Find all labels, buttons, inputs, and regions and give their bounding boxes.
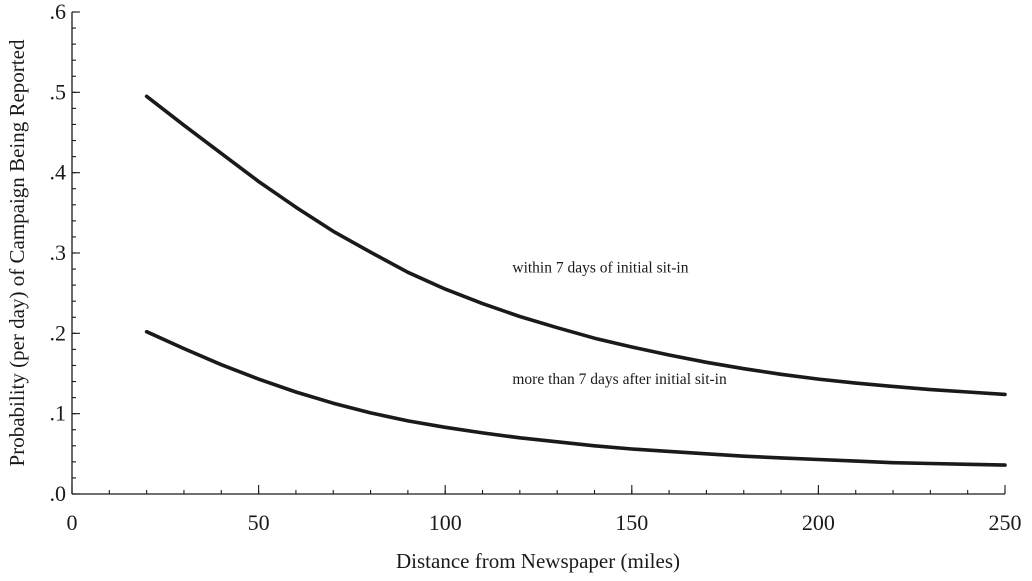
x-tick-label: 0 <box>67 510 78 535</box>
y-tick-label: .2 <box>50 320 67 345</box>
series-annotation: more than 7 days after initial sit-in <box>512 371 727 388</box>
series-annotation: within 7 days of initial sit-in <box>512 259 688 276</box>
x-tick-label: 150 <box>615 510 648 535</box>
y-tick-label: .3 <box>50 240 67 265</box>
x-tick-label: 200 <box>802 510 835 535</box>
y-tick-label: .4 <box>50 160 67 185</box>
series-group <box>144 94 1007 467</box>
annotations: within 7 days of initial sit-in more than… <box>512 259 727 388</box>
y-tick-label: .6 <box>50 0 67 24</box>
x-axis-ticks: 0 50 100 150 200 250 <box>67 485 1022 535</box>
y-axis-ticks: .0 .1 .2 .3 .4 .5 .6 <box>50 0 80 506</box>
y-tick-label: .1 <box>50 401 67 426</box>
x-axis-title: Distance from Newspaper (miles) <box>396 549 680 573</box>
y-tick-label: .0 <box>50 481 67 506</box>
series-line-1 <box>144 94 1007 397</box>
x-tick-label: 100 <box>429 510 462 535</box>
x-tick-label: 50 <box>248 510 270 535</box>
y-tick-label: .5 <box>50 79 67 104</box>
series-line-2 <box>144 329 1007 467</box>
x-tick-label: 250 <box>989 510 1022 535</box>
y-axis-title: Probability (per day) of Campaign Being … <box>5 39 29 466</box>
